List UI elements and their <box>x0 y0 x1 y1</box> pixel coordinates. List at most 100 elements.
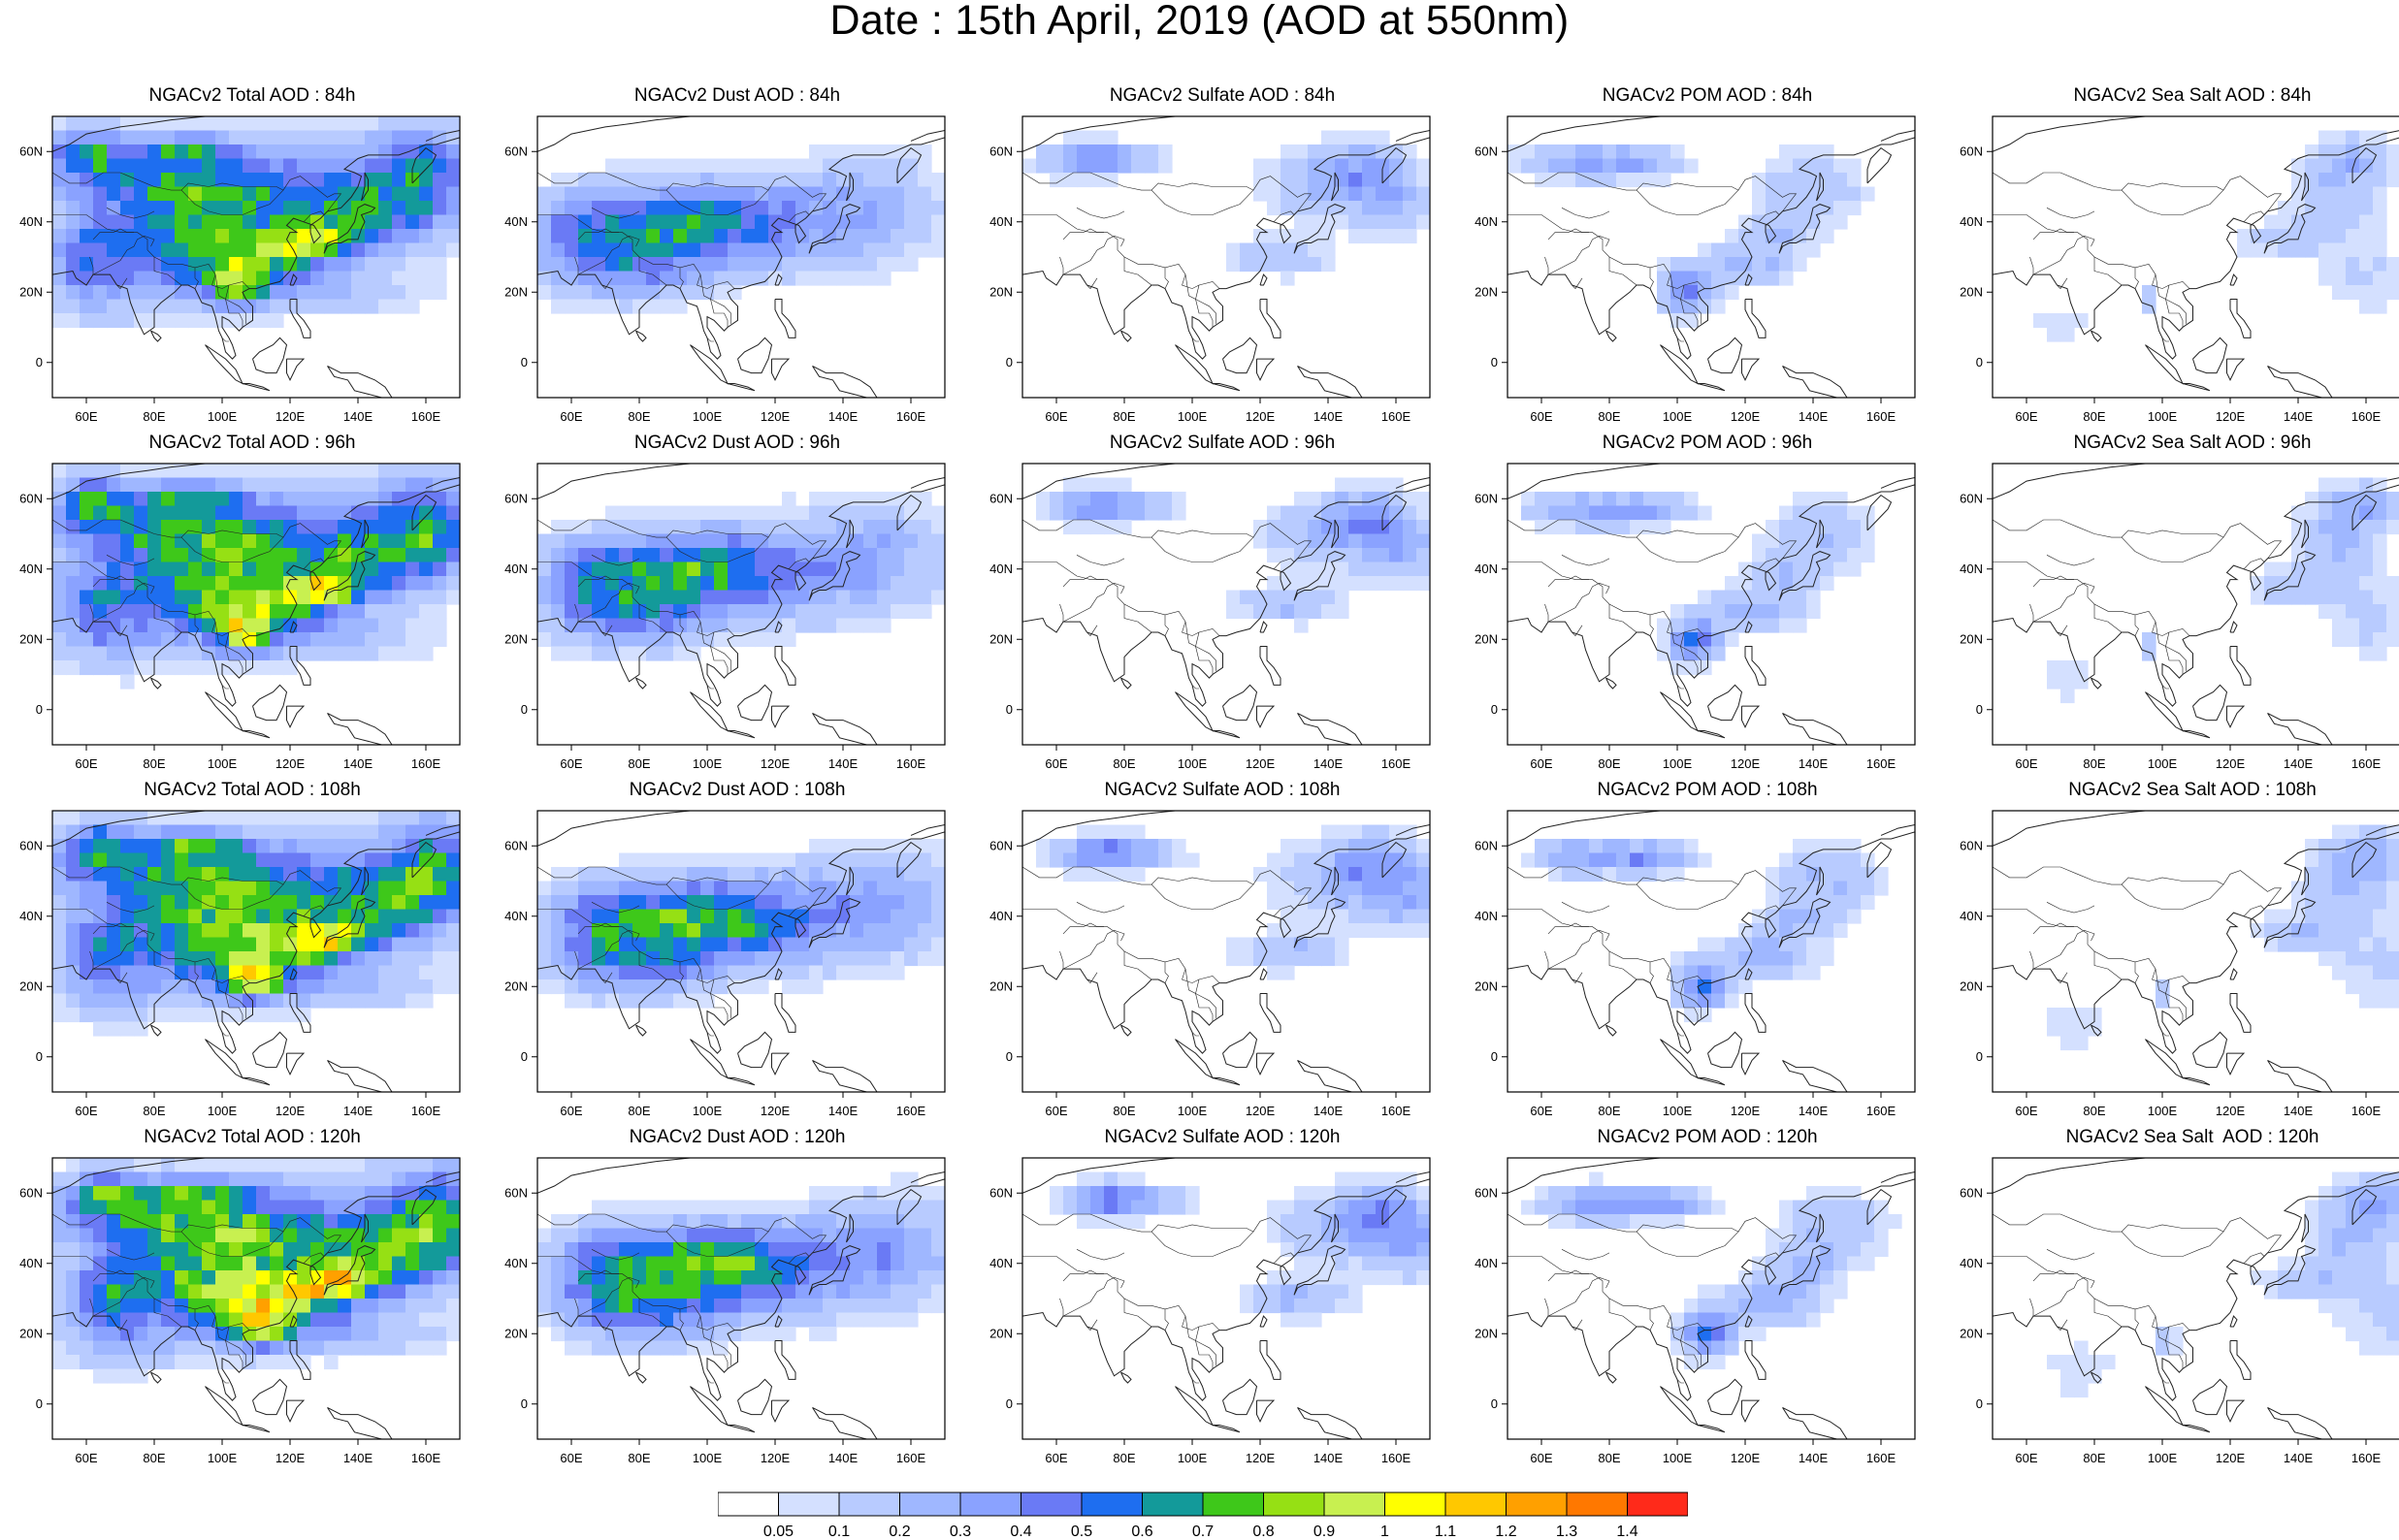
aod-map: 60E 80E 100E 120E 140E 160E 60N 40N 20N 0 <box>1960 463 2399 771</box>
coastlines <box>1022 1158 1430 1439</box>
lat-tick-label: 0 <box>36 1396 43 1411</box>
aod-map: 60E 80E 100E 120E 140E 160E 60N 40N 20N 0 <box>1475 1157 1916 1465</box>
lon-tick-label: 160E <box>896 756 926 771</box>
lon-tick-label: 140E <box>343 409 373 424</box>
lon-tick-label: 60E <box>1045 1104 1067 1118</box>
lat-tick-label: 40N <box>989 561 1013 576</box>
lon-tick-label: 120E <box>761 1451 791 1465</box>
colorbar-swatch <box>1323 1492 1385 1517</box>
lon-tick-label: 140E <box>343 1451 373 1465</box>
colorbar-swatch <box>1263 1492 1325 1517</box>
lat-tick-label: 40N <box>19 1256 43 1270</box>
map-panel-dust-96h: NGACv2 Dust AOD : 96h 60E 80E 100E 120E 140E 1… <box>495 433 980 771</box>
lat-tick-label: 40N <box>1960 1256 1983 1270</box>
lon-tick-label: 100E <box>2148 756 2178 771</box>
panel-title: NGACv2 Sea Salt AOD : 120h <box>2065 1127 2319 1147</box>
lat-tick-label: 0 <box>1976 1049 1983 1064</box>
lat-tick-label: 0 <box>1976 702 1983 717</box>
coastlines <box>537 811 945 1092</box>
lon-tick-label: 160E <box>411 1104 441 1118</box>
coastlines <box>52 116 460 398</box>
lat-tick-label: 60N <box>989 144 1013 158</box>
lon-tick-label: 100E <box>1178 1451 1208 1465</box>
lon-tick-label: 160E <box>896 1104 926 1118</box>
lon-tick-label: 100E <box>1663 756 1693 771</box>
coastlines <box>537 464 945 745</box>
lat-tick-label: 20N <box>1960 631 1983 646</box>
lon-tick-label: 80E <box>1113 1104 1135 1118</box>
lon-tick-label: 60E <box>75 1104 97 1118</box>
lat-tick-label: 20N <box>989 284 1013 299</box>
lon-tick-label: 60E <box>1530 409 1552 424</box>
aod-field <box>1036 477 1430 633</box>
lon-tick-label: 60E <box>1530 1451 1552 1465</box>
colorbar-label: 1 <box>1380 1524 1389 1540</box>
lon-tick-label: 160E <box>411 1451 441 1465</box>
lon-tick-label: 140E <box>828 409 859 424</box>
map-frame <box>536 463 946 746</box>
lat-tick-label: 0 <box>1491 1396 1498 1411</box>
lat-tick-label: 40N <box>19 214 43 229</box>
lon-tick-label: 80E <box>628 1104 650 1118</box>
panel-title: NGACv2 POM AOD : 108h <box>1597 780 1818 800</box>
map-panel-dust-108h: NGACv2 Dust AOD : 108h 60E 80E 100E 120E 140E… <box>495 780 980 1118</box>
panel-title: NGACv2 Sea Salt AOD : 108h <box>2068 780 2317 800</box>
lon-tick-label: 60E <box>2015 409 2037 424</box>
lat-tick-label: 0 <box>521 1396 528 1411</box>
map-frame <box>1507 1157 1916 1440</box>
aod-field <box>2047 1171 2399 1398</box>
map-frame <box>1021 1157 1431 1440</box>
lon-tick-label: 140E <box>1313 756 1344 771</box>
lon-tick-label: 80E <box>1598 409 1620 424</box>
aod-map: 60E 80E 100E 120E 140E 160E 60N 40N 20N 0 <box>1960 810 2399 1118</box>
lon-tick-label: 160E <box>1381 409 1411 424</box>
colorbar-swatch <box>1506 1492 1568 1517</box>
lon-tick-label: 100E <box>1663 1451 1693 1465</box>
map-panel-total-108h: NGACv2 Total AOD : 108h 60E 80E 100E 120E 140… <box>10 780 495 1118</box>
lon-tick-label: 80E <box>1113 756 1135 771</box>
colorbar-label: 0.1 <box>827 1524 851 1540</box>
aod-map: 60E 80E 100E 120E 140E 160E 60N 40N 20N 0 <box>504 115 946 424</box>
lon-tick-label: 100E <box>1178 756 1208 771</box>
lat-tick-label: 20N <box>19 979 43 993</box>
lon-tick-label: 160E <box>2351 1451 2382 1465</box>
lon-tick-label: 160E <box>411 756 441 771</box>
colorbar-label: 0.2 <box>889 1524 911 1540</box>
map-panel-seasalt-84h: NGACv2 Sea Salt AOD : 84h 60E 80E 100E 120E 1… <box>1950 85 2399 424</box>
lon-tick-label: 120E <box>2216 756 2246 771</box>
lat-tick-label: 60N <box>1475 491 1498 505</box>
lon-tick-label: 120E <box>2216 1104 2246 1118</box>
lon-tick-label: 60E <box>75 756 97 771</box>
aod-map: 60E 80E 100E 120E 140E 160E 60N 40N 20N 0 <box>1960 1157 2399 1465</box>
lat-tick-label: 0 <box>36 702 43 717</box>
colorbar-swatch <box>778 1492 840 1517</box>
lat-tick-label: 40N <box>989 909 1013 923</box>
lon-tick-label: 80E <box>1113 409 1135 424</box>
lon-tick-label: 120E <box>1731 409 1761 424</box>
colorbar-swatch <box>1444 1492 1507 1517</box>
panel-title: NGACv2 Dust AOD : 108h <box>629 780 846 800</box>
panel-title: NGACv2 Total AOD : 108h <box>144 780 361 800</box>
lat-tick-label: 0 <box>1491 1049 1498 1064</box>
aod-map: 60E 80E 100E 120E 140E 160E 60N 40N 20N 0 <box>989 115 1431 424</box>
lat-tick-label: 60N <box>1960 144 1983 158</box>
colorbar-swatch <box>959 1492 1021 1517</box>
lon-tick-label: 120E <box>276 1104 306 1118</box>
lon-tick-label: 100E <box>693 1104 723 1118</box>
lon-tick-label: 80E <box>1598 1104 1620 1118</box>
lat-tick-label: 20N <box>19 284 43 299</box>
coastlines <box>1993 116 2399 398</box>
coastlines <box>1993 464 2399 745</box>
lat-tick-label: 60N <box>1960 491 1983 505</box>
panel-title: NGACv2 Sulfate AOD : 96h <box>1109 433 1336 453</box>
lon-tick-label: 140E <box>343 756 373 771</box>
lon-tick-label: 140E <box>1313 1104 1344 1118</box>
lon-tick-label: 140E <box>1313 409 1344 424</box>
lat-tick-label: 20N <box>504 1326 528 1340</box>
map-frame <box>51 463 461 746</box>
aod-map: 60E 80E 100E 120E 140E 160E 60N 40N 20N 0 <box>504 463 946 771</box>
lon-tick-label: 60E <box>560 1451 582 1465</box>
lon-tick-label: 140E <box>1799 1104 1829 1118</box>
coastlines <box>537 116 945 398</box>
lat-tick-label: 60N <box>504 491 528 505</box>
